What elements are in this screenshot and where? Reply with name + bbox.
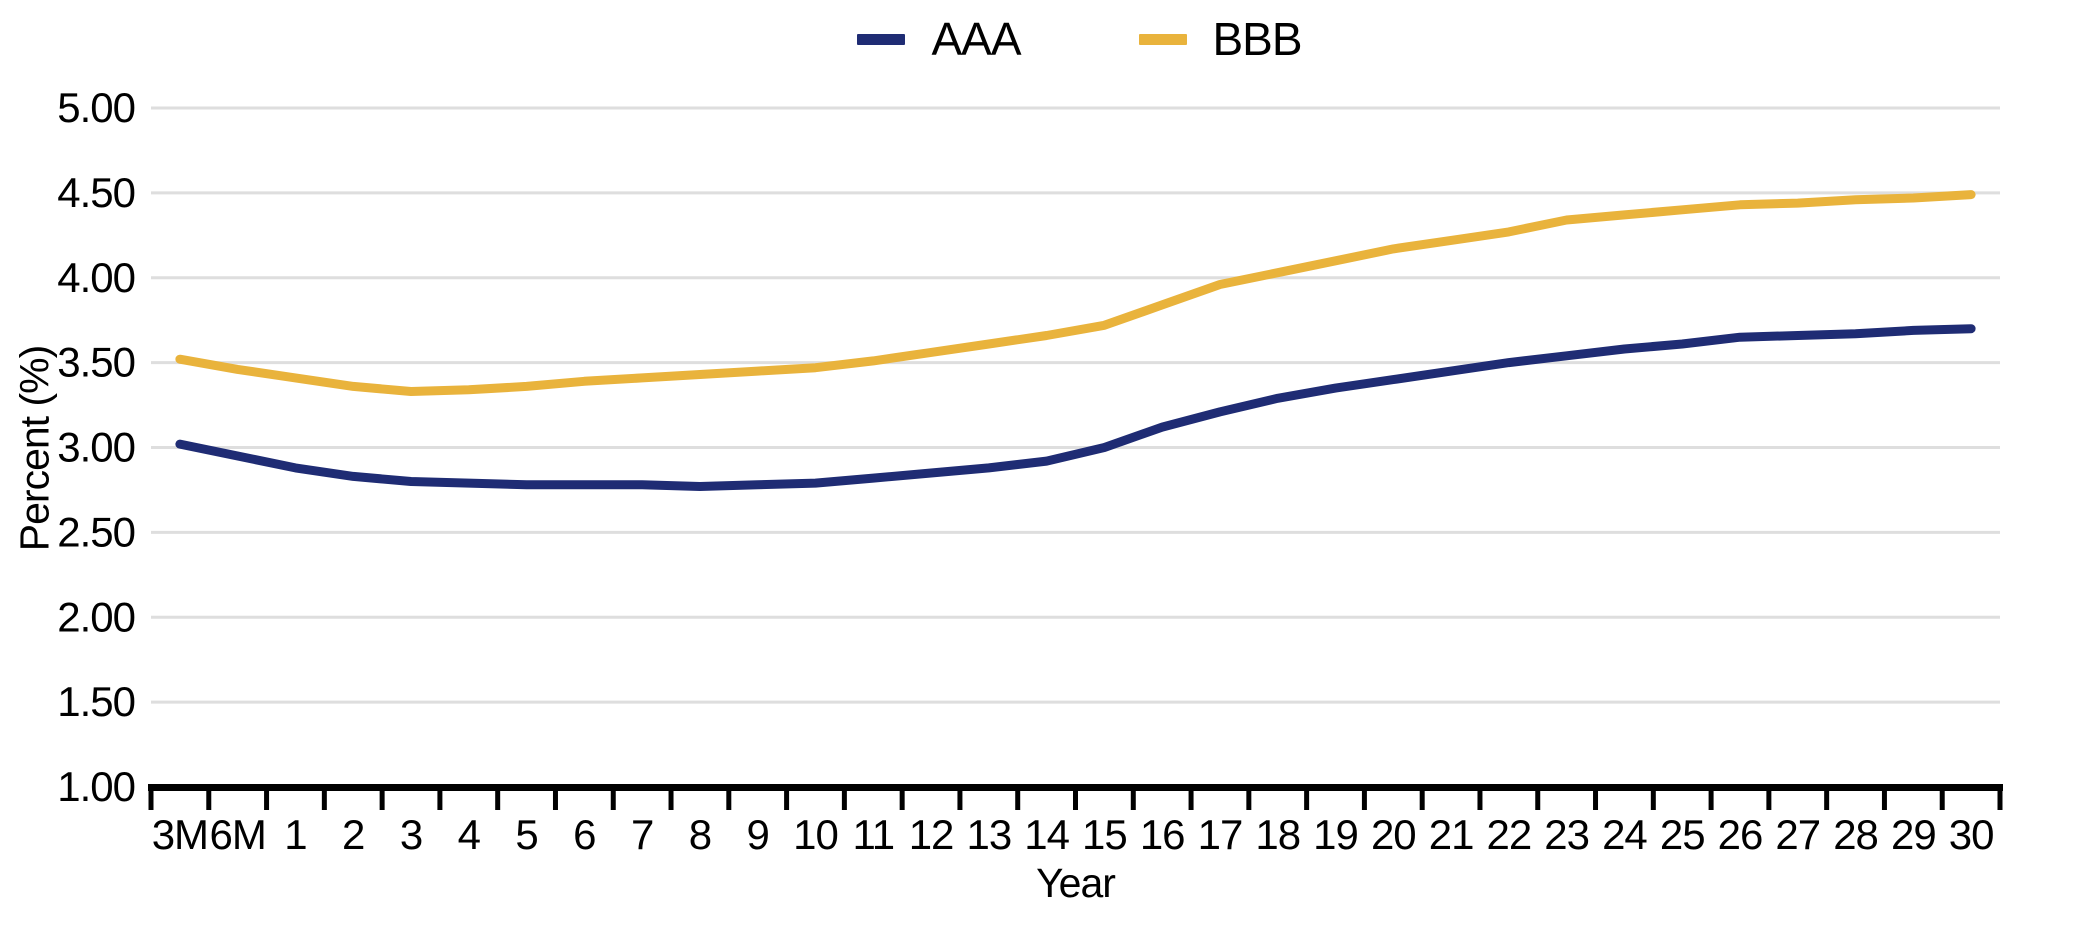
legend-item-aaa: AAA — [857, 13, 1022, 65]
x-tick-label: 25 — [1660, 811, 1705, 858]
x-tick-label: 30 — [1949, 811, 1994, 858]
x-tick-label: 17 — [1198, 811, 1243, 858]
x-tick-label: 11 — [852, 811, 894, 858]
x-tick-label: 19 — [1313, 811, 1358, 858]
legend-label-aaa: AAA — [931, 13, 1021, 65]
x-tick-label: 21 — [1429, 811, 1474, 858]
x-tick-label: 28 — [1833, 811, 1878, 858]
x-axis-title: Year — [1036, 860, 1116, 906]
legend-item-bbb: BBB — [1138, 13, 1303, 65]
legend-label-bbb: BBB — [1212, 13, 1303, 65]
x-tick-label: 23 — [1544, 811, 1589, 858]
x-tick-label: 24 — [1602, 811, 1647, 858]
x-tick-label: 27 — [1775, 811, 1820, 858]
y-tick-label: 2.00 — [57, 593, 135, 640]
chart-legend: AAA BBB — [75, 16, 2084, 62]
x-tick-label: 22 — [1487, 811, 1532, 858]
x-tick-label: 8 — [689, 811, 711, 858]
x-tick-label: 18 — [1255, 811, 1300, 858]
x-tick-label: 12 — [909, 811, 954, 858]
x-tick-label: 20 — [1371, 811, 1416, 858]
legend-swatch-aaa — [857, 33, 906, 45]
y-tick-label: 3.50 — [57, 339, 135, 386]
series-line-aaa — [175, 324, 1976, 491]
x-tick-label: 6M — [209, 811, 265, 858]
y-tick-label: 5.00 — [57, 84, 135, 131]
x-tick-label: 7 — [631, 811, 653, 858]
x-tick-label: 4 — [458, 811, 481, 858]
x-tick-label: 26 — [1718, 811, 1763, 858]
x-tick-label: 2 — [342, 811, 364, 858]
y-tick-label: 1.50 — [57, 678, 135, 725]
legend-swatch-bbb — [1138, 33, 1187, 45]
y-tick-label: 3.00 — [57, 424, 135, 471]
x-tick-label: 16 — [1140, 811, 1185, 858]
x-tick-label: 6 — [573, 811, 595, 858]
x-tick-label: 1 — [284, 811, 306, 858]
x-tick-label: 29 — [1891, 811, 1936, 858]
x-tick-label: 14 — [1024, 811, 1069, 858]
y-tick-label: 4.50 — [57, 169, 135, 216]
x-tick-label: 3 — [400, 811, 422, 858]
x-tick-label: 9 — [747, 811, 769, 858]
x-tick-label: 10 — [793, 811, 838, 858]
x-tick-label: 13 — [966, 811, 1011, 858]
series-line-bbb — [175, 190, 1976, 396]
y-tick-label: 4.00 — [57, 254, 135, 301]
x-tick-label: 3M — [152, 811, 208, 858]
y-tick-label: 2.50 — [57, 508, 135, 555]
x-tick-label: 5 — [515, 811, 537, 858]
y-tick-label: 1.00 — [57, 763, 135, 810]
x-tick-label: 15 — [1082, 811, 1127, 858]
